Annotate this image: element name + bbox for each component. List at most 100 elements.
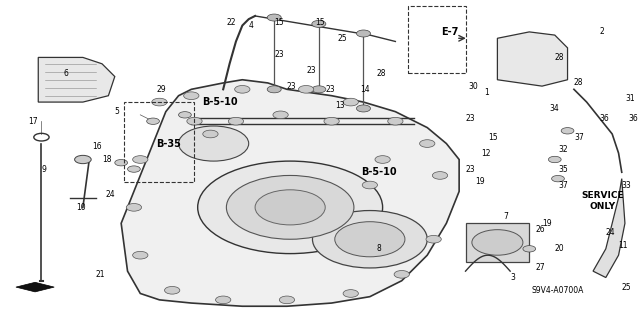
Text: 24: 24	[606, 228, 616, 237]
Bar	[124, 102, 195, 182]
PathPatch shape	[38, 57, 115, 102]
Text: 25: 25	[338, 34, 348, 43]
Text: 36: 36	[600, 114, 609, 122]
Circle shape	[126, 204, 141, 211]
Circle shape	[375, 156, 390, 163]
Text: 8: 8	[376, 244, 381, 253]
Text: 37: 37	[574, 133, 584, 142]
Text: 36: 36	[628, 114, 638, 122]
Circle shape	[312, 211, 428, 268]
Text: 10: 10	[77, 203, 86, 212]
Circle shape	[203, 130, 218, 138]
Text: 14: 14	[360, 85, 370, 94]
Text: 19: 19	[475, 177, 484, 186]
Text: 37: 37	[558, 181, 568, 189]
Circle shape	[388, 117, 403, 125]
Circle shape	[561, 128, 574, 134]
Text: 11: 11	[618, 241, 628, 250]
Circle shape	[426, 235, 442, 243]
Circle shape	[115, 160, 127, 166]
Circle shape	[279, 296, 294, 304]
Text: 12: 12	[481, 149, 491, 158]
Text: 26: 26	[536, 225, 545, 234]
Circle shape	[152, 98, 167, 106]
Circle shape	[420, 140, 435, 147]
Text: 23: 23	[325, 85, 335, 94]
Text: 25: 25	[621, 283, 632, 292]
Text: 28: 28	[574, 78, 584, 87]
Circle shape	[227, 175, 354, 239]
Circle shape	[312, 20, 326, 27]
Text: 27: 27	[536, 263, 545, 272]
Circle shape	[132, 156, 148, 163]
Text: S9V4-A0700A: S9V4-A0700A	[532, 286, 584, 295]
Circle shape	[187, 117, 202, 125]
Polygon shape	[16, 282, 54, 292]
Circle shape	[147, 118, 159, 124]
Text: 23: 23	[465, 114, 475, 122]
Text: 33: 33	[621, 181, 632, 189]
Text: 15: 15	[274, 18, 284, 27]
Circle shape	[127, 166, 140, 172]
Text: 28: 28	[555, 53, 564, 62]
Circle shape	[548, 156, 561, 163]
Circle shape	[298, 85, 314, 93]
Text: 9: 9	[42, 165, 46, 174]
Text: 24: 24	[105, 190, 115, 199]
Circle shape	[184, 92, 199, 100]
Circle shape	[267, 86, 281, 93]
Circle shape	[343, 98, 358, 106]
Text: 3: 3	[510, 273, 515, 282]
Circle shape	[343, 290, 358, 297]
Circle shape	[164, 286, 180, 294]
Text: 29: 29	[156, 85, 166, 94]
Circle shape	[255, 190, 325, 225]
Text: 23: 23	[465, 165, 475, 174]
PathPatch shape	[593, 179, 625, 278]
Text: 23: 23	[274, 50, 284, 59]
Circle shape	[179, 126, 249, 161]
Text: 7: 7	[504, 212, 509, 221]
Circle shape	[552, 175, 564, 182]
Circle shape	[75, 155, 91, 164]
Text: 1: 1	[484, 88, 490, 97]
Circle shape	[472, 230, 523, 255]
Text: 31: 31	[625, 94, 635, 103]
Text: 35: 35	[558, 165, 568, 174]
Circle shape	[394, 271, 410, 278]
Circle shape	[228, 117, 244, 125]
Bar	[465, 223, 529, 262]
Circle shape	[362, 181, 378, 189]
Text: 5: 5	[115, 107, 120, 116]
Circle shape	[267, 14, 281, 21]
Text: 13: 13	[335, 101, 344, 110]
Text: B-5-10: B-5-10	[362, 167, 397, 177]
Text: 4: 4	[249, 21, 253, 30]
PathPatch shape	[121, 80, 459, 306]
Circle shape	[198, 161, 383, 254]
Text: 18: 18	[102, 155, 111, 164]
Circle shape	[132, 251, 148, 259]
Text: 6: 6	[64, 69, 68, 78]
Circle shape	[235, 85, 250, 93]
Text: E-7: E-7	[441, 27, 458, 37]
Text: B-5-10: B-5-10	[202, 97, 238, 107]
Text: 34: 34	[550, 104, 559, 113]
Circle shape	[273, 111, 288, 119]
Text: 19: 19	[542, 219, 552, 228]
Circle shape	[335, 222, 405, 257]
Text: 22: 22	[227, 18, 236, 27]
Text: 2: 2	[600, 27, 604, 36]
Circle shape	[179, 112, 191, 118]
Text: 28: 28	[376, 69, 386, 78]
Circle shape	[523, 246, 536, 252]
Circle shape	[312, 86, 326, 93]
PathPatch shape	[497, 32, 568, 86]
Text: 32: 32	[558, 145, 568, 154]
Text: 17: 17	[29, 117, 38, 126]
Text: SERVICE
ONLY: SERVICE ONLY	[581, 191, 624, 211]
Text: 15: 15	[316, 18, 325, 27]
Text: 21: 21	[95, 270, 105, 279]
Text: 16: 16	[92, 142, 102, 151]
Text: 23: 23	[287, 82, 296, 91]
